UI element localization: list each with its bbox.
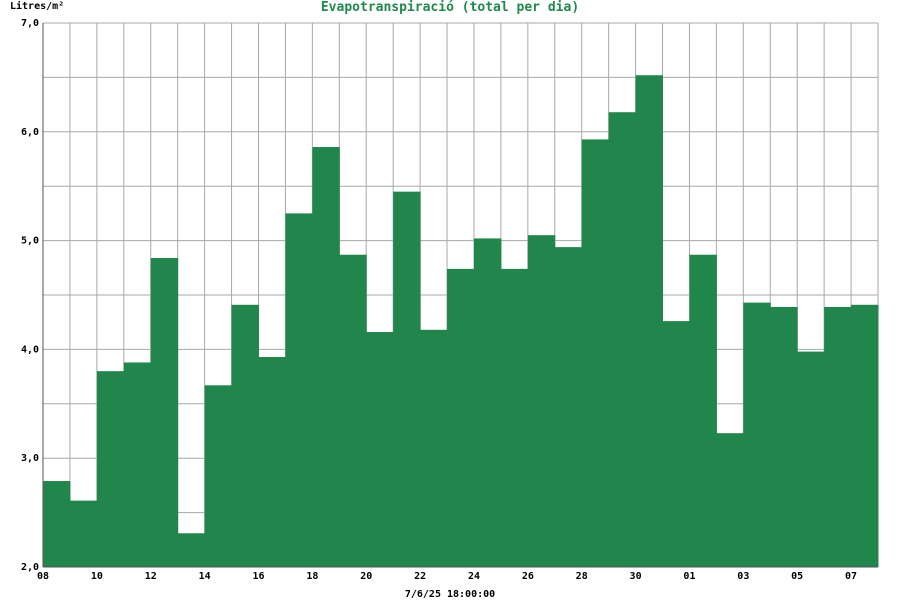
chart-title: Evapotranspiració (total per dia) <box>321 0 579 15</box>
bar-04: 04: 4.39 <box>770 306 798 567</box>
timestamp-footer: 7/6/25 18:00:00 <box>405 589 495 600</box>
x-tick-label: 10 <box>91 571 103 582</box>
x-tick-label: 24 <box>468 571 480 582</box>
bar-11: 11: 3.88 <box>123 362 152 567</box>
x-tick-label: 08 <box>37 571 49 582</box>
bar-26: 26: 5.05 <box>527 235 556 567</box>
bar-31: 31: 4.26 <box>662 321 690 567</box>
bar-03: 03: 4.43 <box>743 302 771 567</box>
bar-24: 24: 5.02 <box>473 238 502 567</box>
x-tick-label: 05 <box>791 571 803 582</box>
bar-13: 13: 2.31 <box>177 533 206 567</box>
bar-12: 12: 4.84 <box>150 258 179 567</box>
x-tick-label: 28 <box>576 571 588 582</box>
x-tick-label: 18 <box>306 571 318 582</box>
bar-16: 16: 3.93 <box>258 357 286 567</box>
bar-19: 19: 4.87 <box>339 254 367 567</box>
bar-08: 08: 2.79 <box>43 481 71 567</box>
y-axis-unit: Litres/m² <box>10 0 64 12</box>
x-tick-label: 20 <box>360 571 372 582</box>
bars: 08: 2.7909: 2.6110: 3.811: 3.8812: 4.841… <box>43 75 879 568</box>
x-tick-label: 22 <box>414 571 426 582</box>
bar-30: 30: 6.52 <box>635 75 664 567</box>
y-tick-label: 3,0 <box>21 453 39 464</box>
x-tick-label: 07 <box>845 571 857 582</box>
bar-10: 10: 3.8 <box>96 371 125 567</box>
bar-29: 29: 6.18 <box>608 112 637 567</box>
x-tick-label: 01 <box>683 571 695 582</box>
x-tick-label: 14 <box>199 571 211 582</box>
bar-22: 22: 4.18 <box>420 329 448 567</box>
bar-25: 25: 4.74 <box>500 268 529 567</box>
y-tick-label: 7,0 <box>21 18 39 29</box>
y-tick-label: 2,0 <box>21 562 39 573</box>
bar-01: 01: 4.87 <box>689 254 717 567</box>
y-tick-label: 5,0 <box>21 236 39 247</box>
y-tick-label: 6,0 <box>21 127 39 138</box>
bar-06: 06: 4.39 <box>824 306 852 567</box>
y-tick-label: 4,0 <box>21 344 39 355</box>
x-tick-label: 26 <box>522 571 534 582</box>
bar-17: 17: 5.25 <box>285 213 313 567</box>
bar-14: 14: 3.67 <box>204 385 233 567</box>
axes: 2,0 3,0 4,0 5,0 6,0 7,0 08 10 12 14 16 18 20 22 24 26 28… <box>21 18 878 582</box>
bar-15: 15: 4.41 <box>231 304 259 567</box>
bar-21: 21: 5.45 <box>393 191 421 567</box>
bar-27: 27: 4.94 <box>554 247 583 568</box>
x-tick-label: 03 <box>737 571 749 582</box>
bar-09: 09: 2.61 <box>69 500 98 567</box>
bar-20: 20: 4.16 <box>366 331 394 567</box>
x-tick-label: 30 <box>630 571 642 582</box>
bar-07: 07: 4.41 <box>851 304 879 567</box>
bar-28: 28: 5.93 <box>581 139 610 567</box>
bar-05: 05: 3.98 <box>797 351 825 567</box>
bar-18: 18: 5.86 <box>312 147 340 568</box>
x-tick-label: 16 <box>252 571 264 582</box>
x-tick-label: 12 <box>145 571 157 582</box>
bar-02: 02: 3.23 <box>716 433 744 567</box>
bar-23: 23: 4.74 <box>447 268 475 567</box>
